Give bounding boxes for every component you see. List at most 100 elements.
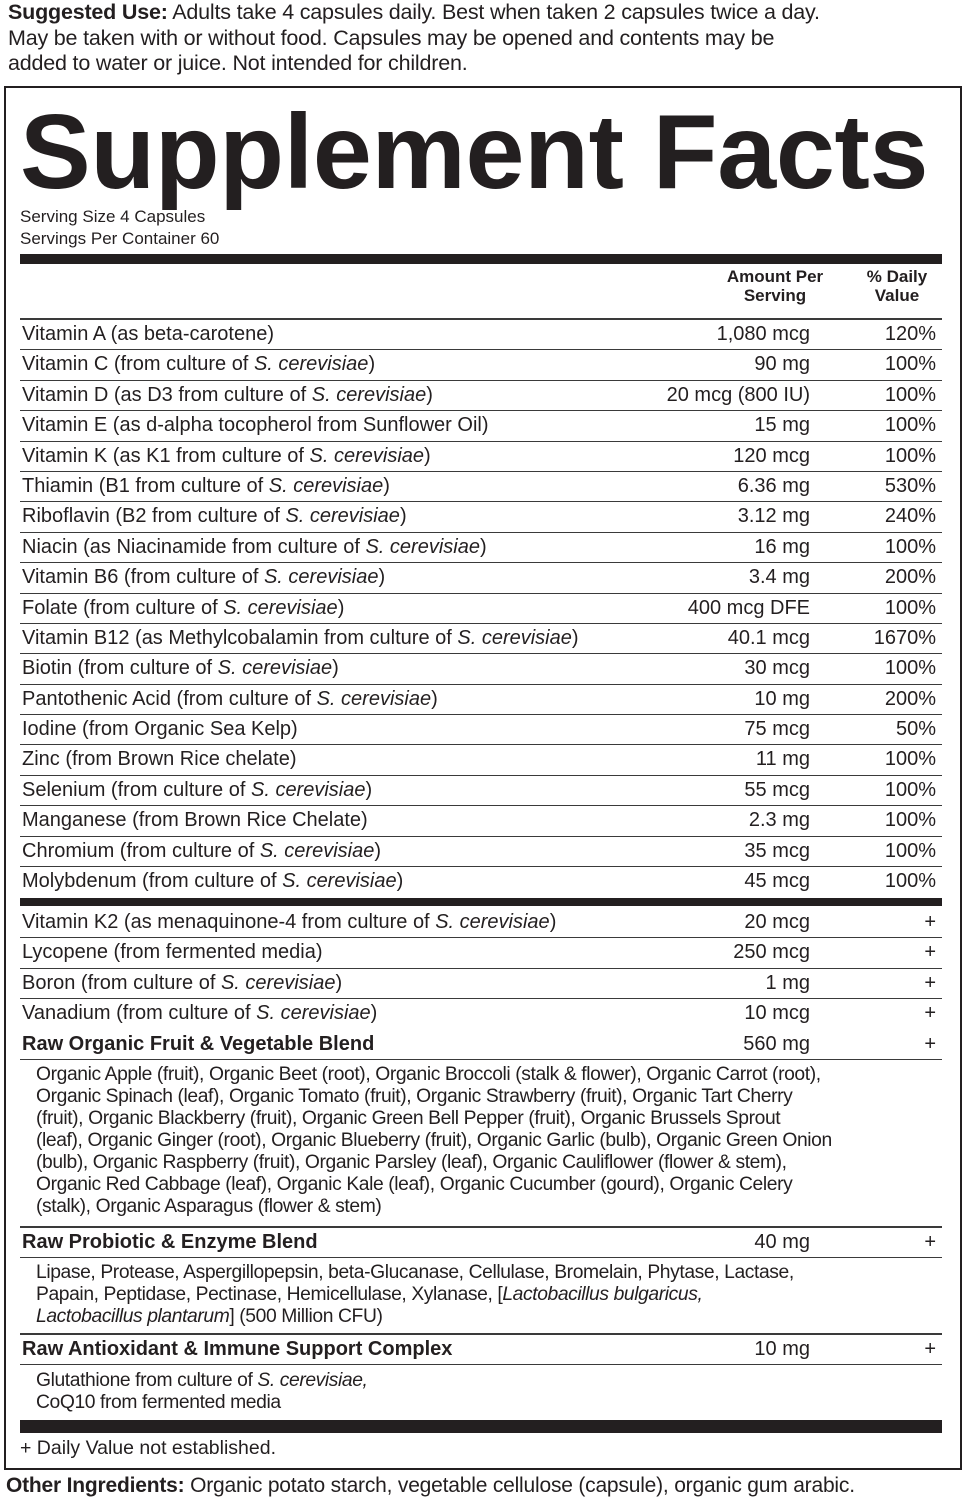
amount: 45 mcg (744, 870, 810, 893)
table-row: Iodine (from Organic Sea Kelp) 75 mcg 50% (20, 715, 942, 746)
amount: 10 mcg (744, 1002, 810, 1025)
nutrient-name: Pantothenic Acid (from culture of S. cer… (22, 687, 438, 710)
table-row: Raw Organic Fruit & Vegetable Blend 560 m… (20, 1030, 942, 1061)
table-row: Boron (from culture of S. cerevisiae) 1 m… (20, 969, 942, 1000)
serving-info: Serving Size 4 Capsules Servings Per Con… (20, 206, 219, 250)
nutrient-name: Vitamin K (as K1 from culture of S. cere… (22, 444, 431, 467)
daily-value: 1670% (873, 626, 936, 649)
daily-value: 100% (884, 444, 936, 467)
amount: 30 mcg (744, 657, 810, 680)
daily-value: 100% (884, 383, 936, 406)
table-row: Vitamin B6 (from culture of S. cerevisia… (20, 563, 942, 594)
table-row: Vitamin A (as beta-carotene) 1,080 mcg 120… (20, 320, 942, 351)
divider (20, 318, 942, 320)
nutrient-name: Vitamin E (as d-alpha tocopherol from Su… (22, 414, 489, 437)
antioxidant-complex-ingredients: Glutathione from culture of S. cerevisia… (36, 1370, 368, 1413)
table-row: Niacin (as Niacinamide from culture of S… (20, 533, 942, 564)
nutrient-name: Iodine (from Organic Sea Kelp) (22, 718, 298, 741)
footnote: + Daily Value not established. (20, 1437, 277, 1459)
amount: 15 mg (754, 414, 810, 437)
nutrient-name: Vitamin B6 (from culture of S. cerevisia… (22, 566, 386, 589)
table-row: Vitamin K (as K1 from culture of S. cere… (20, 442, 942, 472)
ingredient-line: (stalk), Organic Asparagus (flower & ste… (36, 1196, 382, 1217)
table-row: Manganese (from Brown Rice Chelate) 2.3 m… (20, 806, 942, 837)
daily-value: 100% (884, 839, 936, 862)
daily-value: 530% (884, 474, 936, 497)
amount: 3.12 mg (737, 505, 810, 528)
nutrient-name: Manganese (from Brown Rice Chelate) (22, 809, 368, 832)
nutrient-name: Vitamin C (from culture of S. cerevisiae… (22, 353, 376, 376)
nutrient-name: Chromium (from culture of S. cerevisiae) (22, 839, 382, 862)
table-row: Pantothenic Acid (from culture of S. cer… (20, 685, 942, 716)
table-row: Vitamin K2 (as menaquinone-4 from cultur… (20, 908, 942, 939)
amount: 16 mg (754, 535, 810, 558)
amount: 11 mg (755, 748, 810, 771)
antioxidant-complex: Raw Antioxidant & Immune Support Complex… (20, 1335, 942, 1366)
amount: 1 mg (765, 971, 810, 994)
nutrient-name: Selenium (from culture of S. cerevisiae) (22, 778, 373, 801)
table-row: Vitamin B12 (as Methylcobalamin from cul… (20, 624, 942, 655)
nutrient-table: Vitamin A (as beta-carotene) 1,080 mcg 120… (20, 320, 942, 897)
probiotic-blend-ingredients: Lipase, Protease, Aspergillopepsin, beta… (36, 1262, 794, 1327)
nutrient-name: Vitamin K2 (as menaquinone-4 from cultur… (22, 911, 557, 933)
table-row: Raw Probiotic & Enzyme Blend 40 mg + (20, 1228, 942, 1259)
suggested-use-label: Suggested Use: (8, 0, 168, 24)
daily-value: + (924, 1002, 936, 1025)
fruit-veg-blend: Raw Organic Fruit & Vegetable Blend 560 m… (20, 1030, 942, 1061)
ingredient-line: (leaf), Organic Ginger (root), Organic B… (36, 1130, 832, 1151)
nutrient-name: Thiamin (B1 from culture of S. cerevisia… (22, 474, 390, 497)
table-row: Raw Antioxidant & Immune Support Complex… (20, 1335, 942, 1366)
other-ingredients: Other Ingredients: Organic potato starch… (6, 1474, 855, 1497)
table-row: Vanadium (from culture of S. cerevisiae)… (20, 999, 942, 1029)
ingredient-line: (fruit), Organic Blackberry (fruit), Org… (36, 1108, 781, 1129)
nutrient-name: Vanadium (from culture of S. cerevisiae) (22, 1002, 378, 1025)
thick-divider (20, 254, 942, 264)
divider (20, 1226, 942, 1228)
daily-value: 100% (884, 414, 936, 437)
amount: 1,080 mcg (716, 323, 810, 345)
amount: 20 mcg (744, 911, 810, 933)
ingredient-line: (bulb), Organic Raspberry (fruit), Organ… (36, 1152, 787, 1173)
ingredient-line: Organic Red Cabbage (leaf), Organic Kale… (36, 1174, 793, 1195)
servings-per-container: Servings Per Container 60 (20, 229, 220, 248)
thick-divider (20, 1420, 942, 1433)
amount: 35 mcg (744, 839, 810, 862)
ingredient-line: Organic Spinach (leaf), Organic Tomato (… (36, 1086, 793, 1107)
nutrient-name: Lycopene (from fermented media) (22, 941, 323, 964)
daily-value: + (924, 971, 936, 994)
amount: 2.3 mg (748, 809, 810, 832)
amount: 10 mg (754, 687, 810, 710)
table-row: Chromium (from culture of S. cerevisiae)… (20, 837, 942, 868)
daily-value-header: % Daily Value (866, 267, 928, 305)
nutrient-name: Molybdenum (from culture of S. cerevisia… (22, 870, 404, 893)
table-row: Thiamin (B1 from culture of S. cerevisia… (20, 472, 942, 503)
table-row: Vitamin D (as D3 from culture of S. cere… (20, 381, 942, 412)
ingredient-line: Organic Apple (fruit), Organic Beet (roo… (36, 1064, 821, 1085)
daily-value: 100% (884, 748, 936, 771)
table-row: Biotin (from culture of S. cerevisiae) 30… (20, 654, 942, 685)
amount: 90 mg (754, 353, 810, 376)
nutrient-name: Zinc (from Brown Rice chelate) (22, 748, 297, 771)
daily-value: + (924, 941, 936, 964)
nutrient-name: Vitamin A (as beta-carotene) (22, 323, 274, 345)
suggested-use: Suggested Use: Adults take 4 capsules da… (8, 0, 958, 77)
table-row: Vitamin C (from culture of S. cerevisiae… (20, 350, 942, 381)
daily-value: 100% (884, 870, 936, 893)
amount: 55 mcg (744, 778, 810, 801)
table-row: Riboflavin (B2 from culture of S. cerevi… (20, 502, 942, 533)
table-row: Selenium (from culture of S. cerevisiae)… (20, 776, 942, 807)
suggested-use-line: May be taken with or without food. Capsu… (8, 25, 775, 50)
nutrient-name: Folate (from culture of S. cerevisiae) (22, 596, 345, 619)
serving-size: Serving Size 4 Capsules (20, 207, 206, 226)
probiotic-blend: Raw Probiotic & Enzyme Blend 40 mg + (20, 1228, 942, 1259)
amount: 400 mcg DFE (687, 596, 810, 619)
daily-value: 100% (884, 353, 936, 376)
daily-value: 100% (884, 657, 936, 680)
nutrient-name: Riboflavin (B2 from culture of S. cerevi… (22, 505, 407, 528)
amount-header: Amount Per Serving (726, 267, 824, 305)
amount: 3.4 mg (748, 566, 810, 589)
daily-value: 200% (884, 566, 936, 589)
suggested-use-line: Adults take 4 capsules daily. Best when … (172, 0, 820, 24)
daily-value: + (924, 911, 936, 933)
daily-value: 100% (884, 778, 936, 801)
